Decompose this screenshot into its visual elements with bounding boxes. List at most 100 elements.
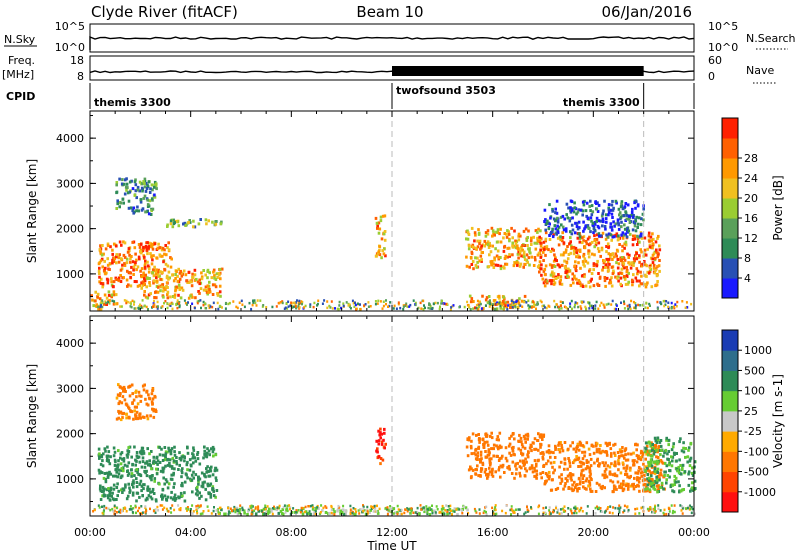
velocity-cell: [524, 433, 528, 437]
velocity-cell: [134, 505, 137, 509]
velocity-cell: [235, 506, 238, 510]
velocity-cell: [353, 512, 356, 516]
velocity-cell: [658, 478, 661, 482]
velocity-cell: [635, 454, 639, 458]
velocity-cell: [660, 448, 663, 452]
power-cell: [598, 276, 602, 280]
power-cell: [313, 301, 316, 305]
velocity-cell: [605, 453, 609, 457]
velocity-cell: [525, 460, 528, 464]
velocity-cell: [152, 455, 156, 459]
power-cell: [489, 299, 491, 302]
power-cell: [514, 261, 517, 265]
power-cell: [198, 282, 201, 286]
velocity-cell: [122, 388, 125, 392]
velocity-cell: [209, 469, 213, 473]
power-cell: [577, 279, 581, 283]
velocity-cell: [170, 490, 173, 494]
power-cell: [574, 260, 577, 264]
nave-tick-bottom: 0: [708, 70, 715, 83]
power-cell: [121, 178, 124, 182]
power-cell: [613, 224, 616, 228]
velocity-cell: [483, 509, 486, 513]
power-cell: [551, 230, 554, 234]
velocity-cell: [447, 505, 450, 508]
velocity-cell: [690, 505, 693, 509]
velocity-cell: [120, 467, 124, 470]
velocity-cell: [478, 508, 481, 511]
power-cell: [603, 276, 607, 279]
velocity-cell: [509, 453, 513, 457]
velocity-cell: [149, 464, 152, 468]
power-cell: [499, 264, 503, 268]
velocity-cell: [562, 508, 565, 512]
velocity-cell: [139, 479, 143, 483]
power-cell: [384, 254, 387, 258]
power-cell: [644, 253, 648, 257]
power-cell: [126, 191, 130, 195]
power-cell: [569, 305, 572, 308]
velocity-cell: [537, 512, 540, 516]
velocity-cell: [651, 510, 654, 514]
power-cell: [595, 233, 599, 237]
velocity-cell: [656, 471, 660, 474]
power-cell: [511, 306, 514, 309]
velocity-cell: [126, 455, 129, 459]
velocity-cell: [215, 489, 219, 492]
power-cell: [348, 305, 351, 308]
velocity-cell: [163, 494, 167, 498]
velocity-cell: [379, 427, 382, 431]
velocity-cell: [646, 479, 650, 483]
velocity-cell: [119, 456, 122, 460]
velocity-cell: [570, 478, 573, 482]
power-cell: [131, 260, 135, 264]
velocity-cell: [650, 441, 653, 445]
velocity-cell: [192, 448, 196, 452]
velocity-cell: [518, 433, 521, 437]
power-cell: [144, 210, 147, 214]
power-cell: [588, 235, 591, 239]
velocity-cell: [563, 484, 567, 488]
power-cell: [605, 233, 608, 237]
velocity-cell: [539, 472, 542, 476]
power-cell: [673, 306, 676, 310]
power-cell: [535, 307, 537, 310]
power-cell: [199, 287, 203, 291]
velocity-cell: [475, 511, 478, 514]
power-cell: [150, 245, 153, 249]
velocity-cell: [380, 442, 384, 446]
power-cell: [634, 276, 638, 280]
power-cell: [609, 255, 612, 259]
velocity-cell: [316, 506, 319, 509]
velocity-cell: [120, 488, 123, 492]
power-cell: [151, 258, 154, 262]
power-cell: [565, 261, 569, 265]
power-cell: [545, 245, 549, 249]
power-cell: [603, 199, 606, 203]
y-tick-label: 1000: [56, 473, 84, 486]
velocity-cell: [584, 479, 588, 483]
power-cell: [524, 263, 527, 266]
power-cell: [649, 235, 653, 239]
velocity-cell: [517, 508, 520, 511]
power-cell: [667, 305, 670, 309]
velocity-cell: [639, 467, 642, 471]
power-cell: [550, 279, 553, 283]
velocity-cell: [680, 472, 683, 476]
power-cell: [579, 266, 582, 270]
power-cell: [615, 232, 619, 236]
velocity-cell: [604, 467, 608, 471]
velocity-cell: [663, 508, 666, 512]
velocity-cell: [192, 470, 195, 474]
velocity-cell: [313, 510, 316, 514]
power-cell: [110, 277, 113, 281]
power-cell: [610, 238, 613, 242]
power-cell: [597, 272, 600, 275]
power-cell: [585, 242, 589, 246]
power-cell: [576, 281, 580, 285]
velocity-cell: [475, 468, 478, 472]
power-cell: [638, 240, 641, 244]
power-cell: [582, 262, 585, 266]
power-cell: [606, 235, 610, 239]
velocity-cell: [589, 464, 593, 468]
